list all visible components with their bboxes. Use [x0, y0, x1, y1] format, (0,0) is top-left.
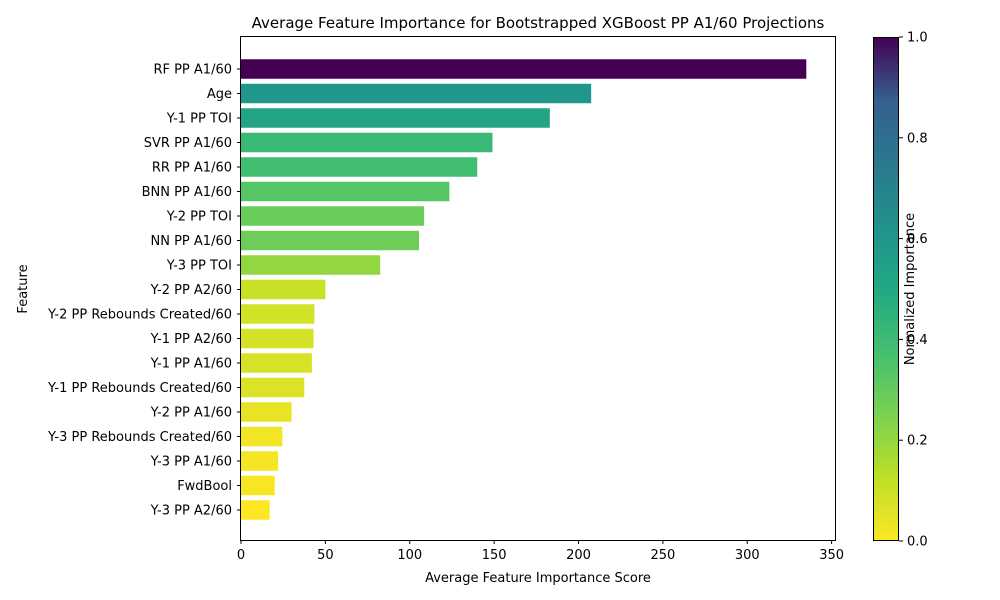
- colorbar-tick-label: 0.6: [907, 232, 928, 247]
- y-tick-label: Y-3 PP Rebounds Created/60: [47, 430, 232, 445]
- colorbar: [873, 37, 899, 541]
- x-tick-label: 100: [397, 548, 422, 563]
- bar: [241, 230, 420, 251]
- y-axis-label: Feature: [16, 264, 31, 313]
- x-tick-label: 300: [735, 548, 760, 563]
- x-tick-label: 150: [482, 548, 507, 563]
- colorbar-tick-label: 0.0: [907, 535, 928, 550]
- bar: [241, 328, 314, 349]
- y-tick-label: BNN PP A1/60: [142, 185, 232, 200]
- bar: [241, 206, 425, 226]
- y-tick-label: Age: [207, 87, 232, 102]
- x-tick-label: 200: [566, 548, 591, 563]
- bar: [241, 475, 275, 496]
- y-tick-label: FwdBool: [177, 479, 232, 494]
- bar: [241, 279, 326, 300]
- bar: [241, 377, 305, 398]
- x-axis-label: Average Feature Importance Score: [425, 571, 651, 586]
- y-tick-label: Y-1 PP Rebounds Created/60: [47, 381, 232, 396]
- y-tick-label: Y-3 PP A1/60: [150, 455, 232, 470]
- bar: [241, 451, 279, 471]
- bar: [241, 181, 450, 202]
- y-tick-label: RF PP A1/60: [153, 63, 232, 78]
- x-tick-label: 350: [819, 548, 844, 563]
- colorbar-tick-label: 0.4: [907, 333, 928, 348]
- colorbar-frame: [873, 37, 899, 541]
- y-tick-label: Y-1 PP A2/60: [150, 332, 232, 347]
- x-tick-label: 250: [650, 548, 675, 563]
- bar: [241, 255, 381, 275]
- bar: [241, 83, 592, 104]
- y-tick-label: RR PP A1/60: [152, 161, 232, 176]
- chart-title: Average Feature Importance for Bootstrap…: [252, 14, 825, 32]
- bar: [241, 59, 807, 79]
- y-tick-label: Y-2 PP A1/60: [150, 406, 232, 421]
- bar: [241, 157, 478, 177]
- y-tick-label: SVR PP A1/60: [144, 136, 232, 151]
- y-tick-label: Y-2 PP A2/60: [150, 283, 232, 298]
- bar: [241, 108, 550, 128]
- y-tick-label: NN PP A1/60: [151, 234, 232, 249]
- bar: [241, 500, 270, 520]
- y-tick-label: Y-1 PP TOI: [166, 112, 232, 127]
- y-tick-label: Y-2 PP TOI: [166, 210, 232, 225]
- bar: [241, 402, 292, 422]
- y-tick-label: Y-3 PP A2/60: [150, 504, 232, 519]
- bar: [241, 353, 312, 373]
- bar: [241, 132, 493, 153]
- bars: [241, 59, 807, 520]
- bar: [241, 304, 315, 324]
- y-tick-labels: RF PP A1/60 Age Y-1 PP TOI SVR PP A1/60 RR P…: [47, 63, 241, 519]
- bar: [241, 426, 283, 447]
- x-tick-label: 0: [237, 548, 245, 563]
- y-tick-label: Y-2 PP Rebounds Created/60: [47, 308, 232, 323]
- colorbar-tick-label: 0.2: [907, 434, 928, 449]
- colorbar-tick-label: 0.8: [907, 131, 928, 146]
- colorbar-tick-label: 1.0: [907, 31, 928, 46]
- y-tick-label: Y-3 PP TOI: [166, 259, 232, 274]
- colorbar-ticks: 0.0 0.2 0.4 0.6 0.8 1.0: [899, 31, 928, 550]
- y-tick-label: Y-1 PP A1/60: [150, 357, 232, 372]
- colorbar-label: Normalized Importance: [903, 213, 918, 365]
- x-ticks: 0 50 100 150 200 250 300 350: [237, 540, 844, 563]
- x-tick-label: 50: [317, 548, 334, 563]
- plot-frame: [240, 36, 836, 541]
